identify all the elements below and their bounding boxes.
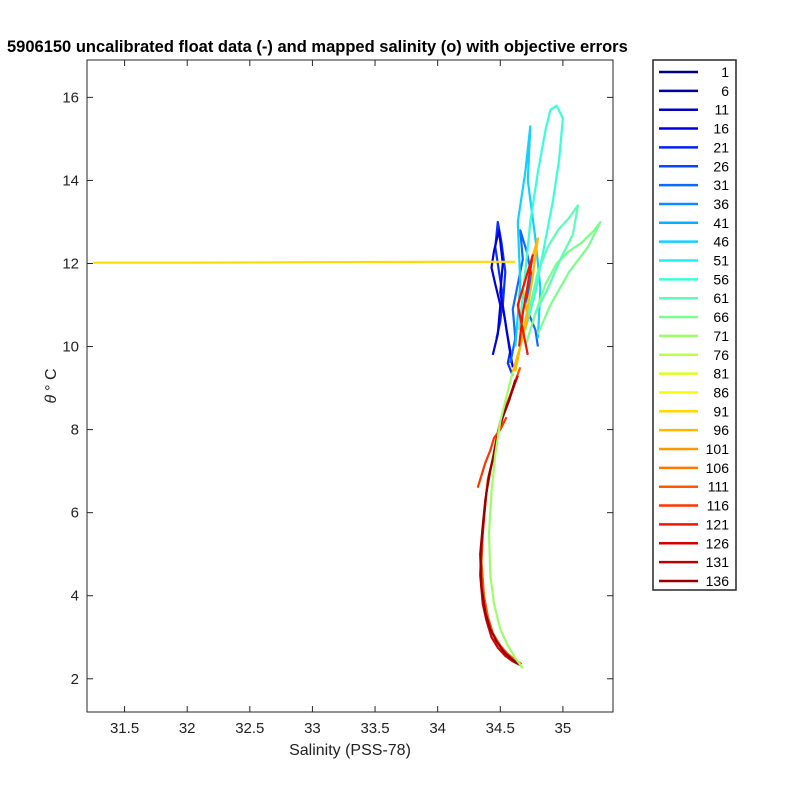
legend-label: 91 <box>713 403 729 419</box>
profile-line <box>518 104 565 331</box>
legend-label: 81 <box>713 366 729 382</box>
legend-label: 111 <box>708 479 729 495</box>
profile-line <box>524 220 602 347</box>
legend-label: 126 <box>706 535 730 551</box>
y-tick-label: 14 <box>62 172 79 189</box>
legend-label: 51 <box>713 253 729 269</box>
legend-label: 66 <box>713 309 729 325</box>
x-tick-label: 33.5 <box>360 720 389 737</box>
y-axis: 2 4 6 8 10 12 14 16 <box>62 89 613 688</box>
legend-label: 136 <box>706 573 730 589</box>
plot-frame <box>86 59 614 713</box>
legend-label: 71 <box>713 328 729 344</box>
profile-line <box>93 260 516 264</box>
legend-label: 46 <box>713 234 729 250</box>
x-tick-label: 32.5 <box>235 720 264 737</box>
legend-label: 6 <box>721 83 729 99</box>
legend-label: 121 <box>706 516 730 532</box>
legend: 1611162126313641465156616671768186919610… <box>652 59 737 591</box>
legend-label: 36 <box>713 196 729 212</box>
legend-label: 1 <box>721 64 729 80</box>
profile-lines <box>93 104 602 670</box>
y-tick-label: 2 <box>71 671 79 688</box>
y-tick-label: 16 <box>62 89 79 106</box>
profile-line <box>487 371 524 670</box>
x-tick-label: 33 <box>304 720 321 737</box>
y-tick-label: 4 <box>71 588 79 605</box>
profile-line <box>490 229 514 368</box>
x-tick-label: 35 <box>555 720 572 737</box>
y-tick-label: 6 <box>71 505 79 522</box>
x-axis: 31.5 32 32.5 33 33.5 34 34.5 35 <box>110 60 571 737</box>
y-tick-label: 12 <box>62 255 79 272</box>
legend-label: 31 <box>713 177 729 193</box>
legend-label: 41 <box>713 215 729 231</box>
legend-label: 56 <box>713 271 729 287</box>
y-axis-label: θ ° C <box>43 368 60 403</box>
x-axis-label: Salinity (PSS-78) <box>289 742 411 759</box>
x-tick-label: 34.5 <box>486 720 515 737</box>
plot-area <box>86 59 614 713</box>
legend-label: 61 <box>713 290 729 306</box>
x-tick-label: 31.5 <box>110 720 139 737</box>
legend-label: 96 <box>713 422 729 438</box>
profile-line <box>476 416 508 489</box>
profile-line <box>521 204 580 335</box>
legend-label: 11 <box>714 102 729 118</box>
legend-label: 116 <box>707 498 730 514</box>
legend-label: 76 <box>713 347 729 363</box>
y-tick-label: 10 <box>62 339 79 356</box>
x-tick-label: 32 <box>179 720 196 737</box>
x-tick-label: 34 <box>429 720 446 737</box>
legend-label: 16 <box>713 121 729 137</box>
legend-label: 21 <box>713 139 729 155</box>
profile-line <box>516 254 534 356</box>
y-axis-label-symbol: θ <box>43 395 60 404</box>
chart-title: 5906150 uncalibrated float data (-) and … <box>7 38 628 56</box>
legend-label: 86 <box>713 384 729 400</box>
legend-label: 101 <box>706 441 730 457</box>
legend-label: 26 <box>713 158 729 174</box>
y-tick-label: 8 <box>71 422 79 439</box>
svg-text:θ° C: θ ° C <box>43 368 60 403</box>
legend-label: 106 <box>706 460 730 476</box>
y-axis-label-unit: ° C <box>43 368 60 390</box>
legend-label: 131 <box>706 554 730 570</box>
